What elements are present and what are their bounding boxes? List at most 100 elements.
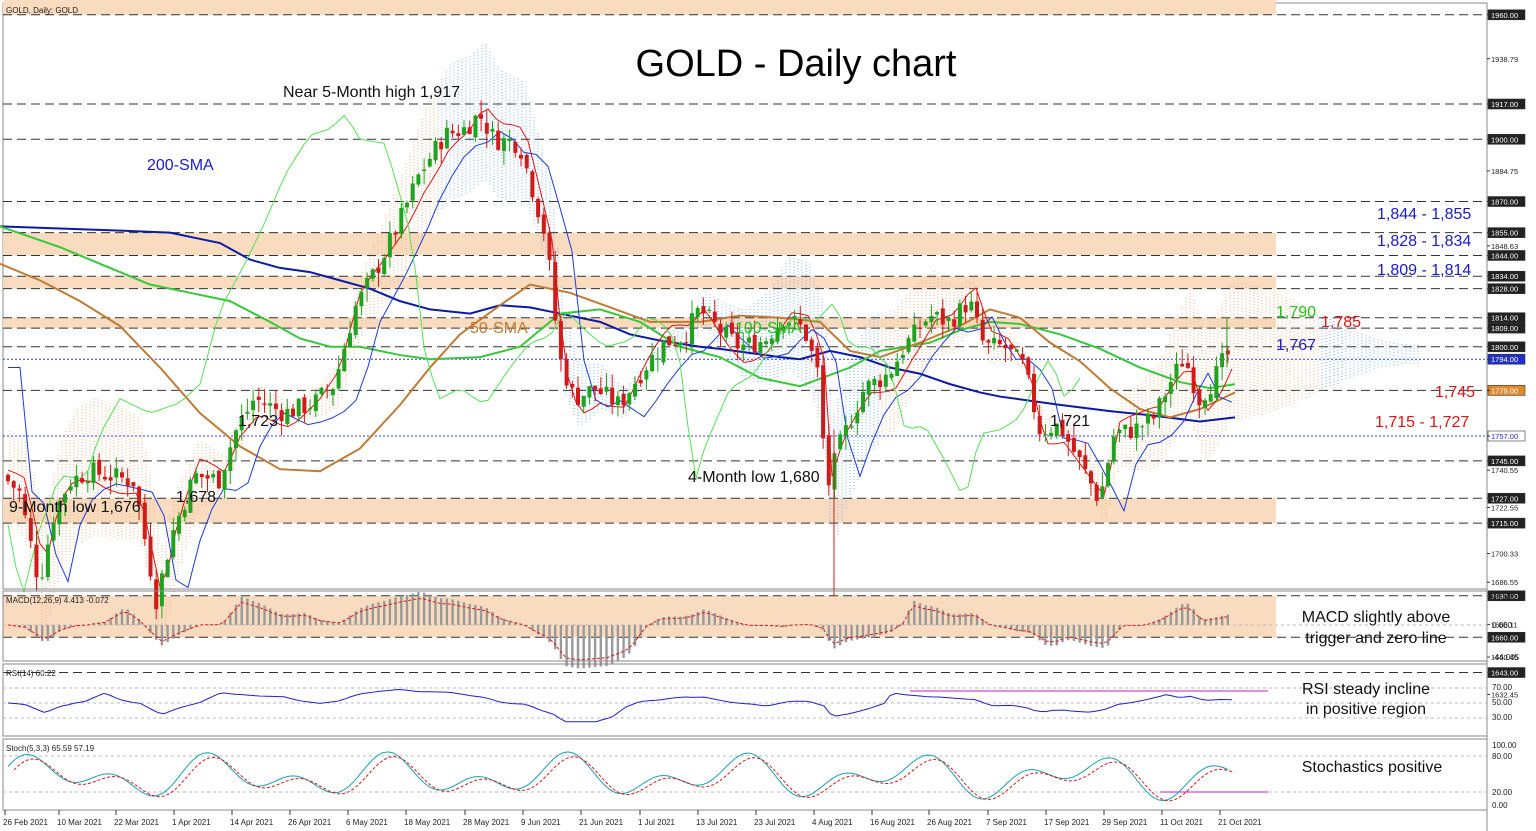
- axis-label-1666.11: 1666.11: [1491, 621, 1518, 630]
- candle: [821, 352, 826, 449]
- candle-body: [667, 336, 672, 346]
- stoch-lines: [3, 751, 1487, 802]
- candle-body: [1066, 434, 1071, 442]
- candle: [1054, 423, 1059, 439]
- candle: [678, 341, 683, 353]
- candle-body: [712, 311, 717, 322]
- candle-body: [1180, 363, 1185, 367]
- candle: [929, 304, 934, 334]
- candle-body: [587, 386, 592, 398]
- candle-body: [1214, 366, 1219, 398]
- annotation-r-1844-1855: 1,844 - 1,855: [1377, 206, 1471, 223]
- candle: [370, 268, 375, 282]
- candle: [627, 391, 632, 411]
- candle: [883, 363, 888, 392]
- candle-body: [969, 301, 974, 311]
- candle: [1140, 424, 1145, 441]
- candle: [159, 570, 164, 619]
- candle-body: [547, 232, 552, 260]
- candle: [718, 319, 723, 347]
- axis-label-1938.79: 1938.79: [1491, 55, 1518, 64]
- candle-body: [222, 469, 227, 490]
- stoch-axis-0: 0.00: [1492, 801, 1508, 810]
- candle-body: [621, 393, 626, 406]
- candle-body: [1151, 415, 1156, 419]
- candle: [1117, 428, 1122, 443]
- candle-body: [849, 426, 854, 428]
- candle-body: [570, 383, 575, 388]
- axis-label-1855.00: 1855.00: [1491, 229, 1518, 238]
- candle: [23, 486, 28, 519]
- candle-body: [393, 232, 398, 235]
- candle: [1066, 430, 1071, 457]
- candle-body: [769, 338, 774, 344]
- candle-body: [724, 326, 729, 338]
- candle-body: [85, 481, 90, 484]
- axis-label-1828.00: 1828.00: [1491, 285, 1518, 294]
- candle: [433, 137, 438, 164]
- candle: [735, 324, 740, 361]
- candle: [285, 399, 290, 427]
- macd-label: MACD(12,26,9) 4.413 -0.072: [6, 596, 109, 605]
- candle-body: [638, 379, 643, 384]
- candle-body: [479, 114, 484, 119]
- candle: [935, 310, 940, 326]
- candle: [826, 424, 831, 496]
- candle: [1060, 413, 1065, 439]
- axis-label-1700.33: 1700.33: [1491, 550, 1518, 559]
- candle: [102, 465, 107, 482]
- x-label-20: 11 Oct 2021: [1160, 818, 1204, 827]
- candle-body: [513, 141, 518, 153]
- candle: [142, 494, 147, 546]
- candle: [957, 299, 962, 329]
- candle-body: [530, 171, 535, 198]
- candle-body: [986, 340, 991, 343]
- candle-body: [74, 475, 79, 488]
- candle: [353, 301, 358, 339]
- candle: [576, 376, 580, 406]
- candle: [900, 349, 905, 364]
- annotation-9m-low: 9-Month low 1,676: [9, 499, 141, 516]
- candle: [587, 385, 592, 405]
- axis-label-1686.55: 1686.55: [1491, 578, 1518, 587]
- candle: [108, 464, 113, 495]
- candle: [872, 375, 877, 395]
- candle-body: [786, 322, 791, 326]
- sma50-line: [0, 262, 1236, 473]
- candle-body: [558, 321, 563, 360]
- candle: [633, 376, 637, 401]
- candle-body: [137, 486, 142, 506]
- candle-body: [1225, 350, 1230, 355]
- candle: [405, 200, 409, 214]
- rsi-axis-70: 70.00: [1492, 683, 1513, 692]
- candle-body: [353, 306, 358, 336]
- candle-body: [68, 486, 73, 491]
- candle: [450, 123, 455, 138]
- candle: [992, 326, 997, 350]
- candle: [456, 124, 461, 140]
- candle-body: [598, 388, 603, 395]
- candle: [1185, 353, 1190, 370]
- candle-body: [741, 344, 746, 351]
- candle: [655, 347, 660, 372]
- candle: [598, 377, 603, 396]
- candle-body: [125, 478, 130, 486]
- candle-body: [302, 397, 307, 413]
- candle-body: [1020, 353, 1025, 360]
- candle-body: [433, 140, 438, 161]
- candle: [6, 473, 10, 485]
- candle-body: [456, 133, 461, 137]
- symbol-label: GOLD, Daily: GOLD: [6, 6, 78, 15]
- candle-body: [57, 501, 62, 525]
- candle: [507, 129, 512, 152]
- candle-body: [262, 403, 267, 405]
- candle-body: [182, 509, 187, 518]
- candle-body: [593, 385, 598, 390]
- candle-body: [718, 323, 723, 334]
- candle-body: [405, 202, 409, 208]
- candle-body: [496, 130, 501, 150]
- candle-body: [1140, 426, 1145, 428]
- candle: [245, 398, 250, 420]
- candle-body: [536, 198, 541, 218]
- rsi-line: [7, 689, 1233, 723]
